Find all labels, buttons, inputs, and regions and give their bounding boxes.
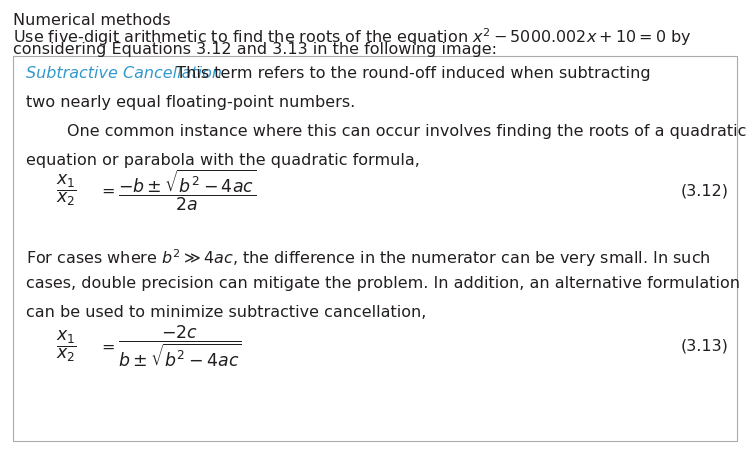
Text: $\dfrac{x_1}{x_2}$: $\dfrac{x_1}{x_2}$ xyxy=(56,328,77,364)
Text: Subtractive Cancellation.: Subtractive Cancellation. xyxy=(26,66,227,81)
Text: (3.13): (3.13) xyxy=(681,339,729,353)
Text: equation or parabola with the quadratic formula,: equation or parabola with the quadratic … xyxy=(26,153,420,168)
Text: Numerical methods: Numerical methods xyxy=(13,13,171,28)
FancyBboxPatch shape xyxy=(13,56,736,441)
Text: (3.12): (3.12) xyxy=(681,183,729,198)
Text: cases, double precision can mitigate the problem. In addition, an alternative fo: cases, double precision can mitigate the… xyxy=(26,276,740,291)
Text: $=$: $=$ xyxy=(98,183,114,198)
Text: considering Equations 3.12 and 3.13 in the following image:: considering Equations 3.12 and 3.13 in t… xyxy=(13,42,497,57)
Text: two nearly equal floating-point numbers.: two nearly equal floating-point numbers. xyxy=(26,95,355,110)
Text: Use five-digit arithmetic to find the roots of the equation $x^2 - 5000.002x + 1: Use five-digit arithmetic to find the ro… xyxy=(13,26,692,48)
Text: This term refers to the round-off induced when subtracting: This term refers to the round-off induce… xyxy=(166,66,651,81)
Text: One common instance where this can occur involves finding the roots of a quadrat: One common instance where this can occur… xyxy=(26,124,746,139)
Text: can be used to minimize subtractive cancellation,: can be used to minimize subtractive canc… xyxy=(26,305,427,320)
Text: $\dfrac{-b \pm \sqrt{b^2 - 4ac}}{2a}$: $\dfrac{-b \pm \sqrt{b^2 - 4ac}}{2a}$ xyxy=(118,168,256,213)
Text: For cases where $b^2 \gg 4ac$, the difference in the numerator can be very small: For cases where $b^2 \gg 4ac$, the diffe… xyxy=(26,248,711,269)
Text: $=$: $=$ xyxy=(98,339,114,353)
Text: $\dfrac{-2c}{b \pm \sqrt{b^2 - 4ac}}$: $\dfrac{-2c}{b \pm \sqrt{b^2 - 4ac}}$ xyxy=(118,323,242,369)
Text: $\dfrac{x_1}{x_2}$: $\dfrac{x_1}{x_2}$ xyxy=(56,173,77,208)
